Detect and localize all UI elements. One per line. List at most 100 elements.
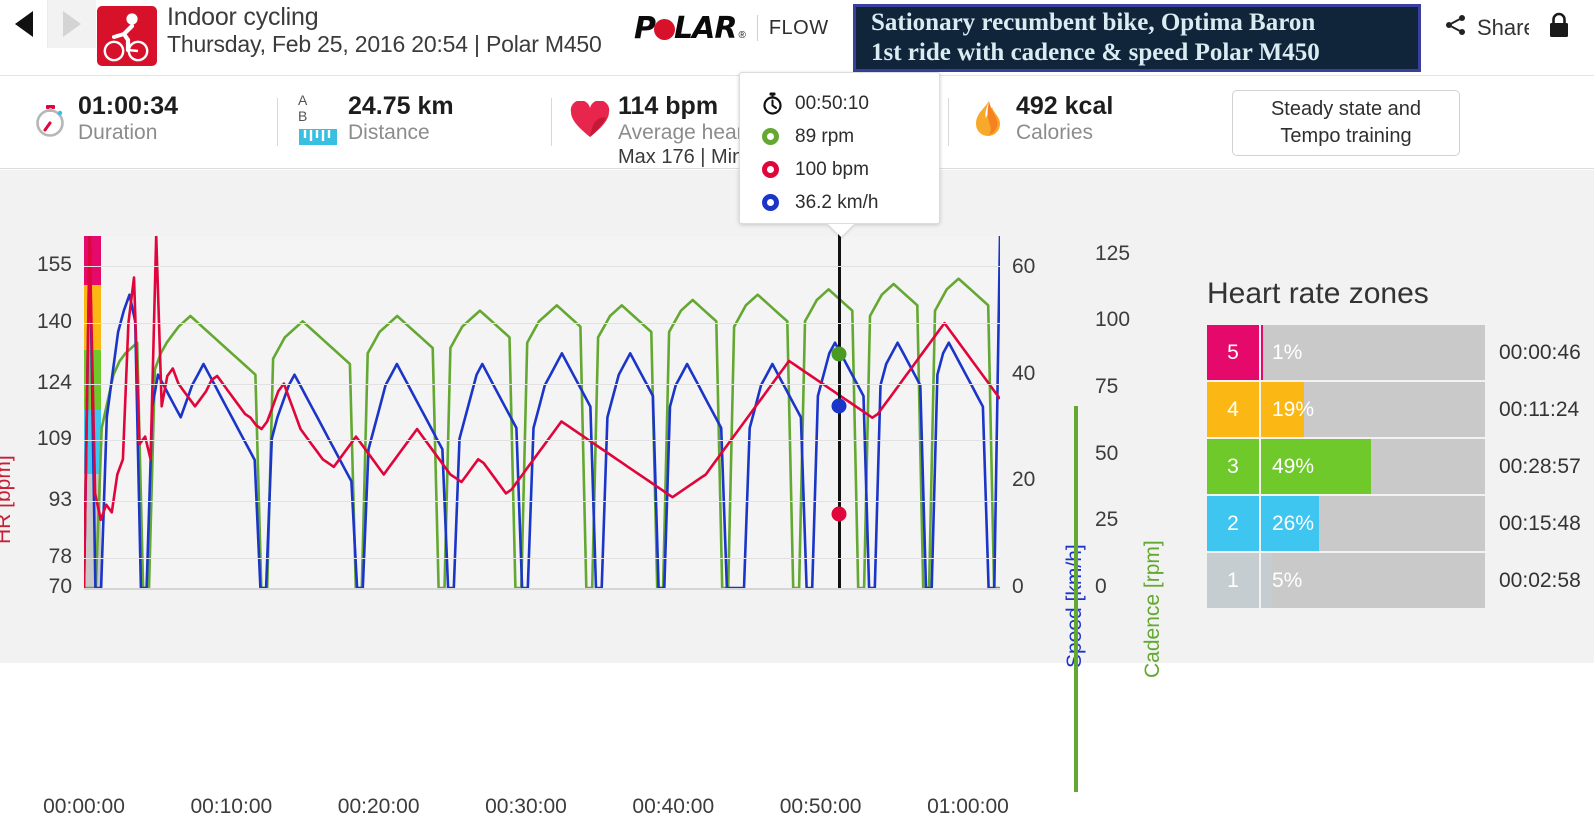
hr-axis-tick: 124 <box>36 370 72 394</box>
stat-distance: A B 24.75 km Distance <box>296 92 454 152</box>
logo-divider <box>756 15 758 41</box>
hr-ring-icon <box>762 161 790 178</box>
hr-zone-fill <box>1261 439 1371 494</box>
polar-flow-logo: P LAR ® FLOW <box>634 10 829 46</box>
tooltip-arrow-icon <box>828 224 854 237</box>
tooltip-row-cadence: 89 rpm <box>762 120 939 153</box>
gridline <box>84 557 1000 559</box>
heart-rate-value: 114 bpm <box>618 92 719 120</box>
cadence-axis-tick: 0 <box>1095 575 1107 598</box>
x-axis-tick: 01:00:00 <box>927 795 1009 818</box>
annotation-line-1: Sationary recumbent bike, Optima Baron <box>871 9 1316 36</box>
heart-icon <box>568 92 612 148</box>
chart-plot-area[interactable] <box>84 200 1000 588</box>
stat-divider <box>277 98 278 146</box>
cadence-axis-tick: 75 <box>1095 375 1119 398</box>
hr-axis-tick: 78 <box>48 544 72 568</box>
lock-icon <box>1547 12 1571 44</box>
tooltip-speed-value: 36.2 km/h <box>795 191 879 213</box>
gridline <box>84 383 1000 385</box>
speed-axis-tick: 0 <box>1012 575 1024 598</box>
cadence-axis-tick: 125 <box>1095 241 1131 265</box>
cadence-axis-title: Cadence [rpm] <box>1141 540 1164 678</box>
chart-value-tooltip: 00:50:10 89 rpm 100 bpm 36.2 km/h <box>739 72 940 237</box>
distance-ab-letters: A B <box>298 92 320 124</box>
training-benefit-line-1: Steady state and <box>1270 98 1422 120</box>
hr-zone-percent: 5% <box>1272 568 1303 592</box>
stat-calories: 492 kcal Calories <box>966 92 1113 152</box>
hr-zone-row[interactable]: 1 5% 00:02:58 <box>1207 553 1581 608</box>
hr-zone-fill <box>1261 553 1273 608</box>
flow-wordmark: FLOW <box>768 16 829 39</box>
hr-zone-time: 00:11:24 <box>1499 397 1580 421</box>
tooltip-cadence-value: 89 rpm <box>795 125 855 147</box>
hr-zone-row[interactable]: 2 26% 00:15:48 <box>1207 496 1581 551</box>
hr-zone-percent: 49% <box>1272 454 1315 478</box>
app-header: Indoor cycling Thursday, Feb 25, 2016 20… <box>0 0 1594 76</box>
zones-panel-title: Heart rate zones <box>1207 277 1429 310</box>
training-benefit-line-2: Tempo training <box>1280 125 1412 147</box>
cursor-dot-cadence <box>831 346 847 362</box>
polar-wordmark: P LAR <box>634 10 737 46</box>
hr-zone-time: 00:28:57 <box>1499 454 1581 478</box>
hr-zone-fill <box>1261 382 1304 437</box>
gridline <box>84 440 1000 442</box>
heart-rate-minmax: Max 176 | Min 81 <box>618 146 772 168</box>
next-activity-button[interactable] <box>48 0 96 48</box>
hr-zone-number: 2 <box>1207 496 1259 551</box>
duration-label: Duration <box>78 121 158 144</box>
cadence-ring-icon <box>762 128 790 145</box>
stopwatch-icon <box>28 92 72 148</box>
activity-title: Indoor cycling <box>167 3 319 31</box>
indoor-cycling-icon <box>97 6 157 66</box>
hr-zone-time: 00:15:48 <box>1499 511 1581 535</box>
hr-zone-number: 4 <box>1207 382 1259 437</box>
hr-zone-percent: 19% <box>1272 397 1315 421</box>
gridline <box>84 323 1000 325</box>
annotation-overlay: Sationary recumbent bike, Optima Baron 1… <box>853 4 1421 72</box>
ruler-icon <box>296 124 340 150</box>
flame-icon <box>966 92 1010 148</box>
x-axis-tick: 00:10:00 <box>190 795 273 818</box>
speed-axis-tick: 60 <box>1012 255 1036 278</box>
hr-zone-percent: 1% <box>1272 340 1303 364</box>
hr-zone-row[interactable]: 4 19% 00:11:24 <box>1207 382 1579 437</box>
chart-x-axis-line <box>84 588 1000 590</box>
previous-activity-button[interactable] <box>0 0 48 48</box>
training-benefit-button[interactable]: Steady state and Tempo training <box>1232 90 1460 156</box>
privacy-lock-button[interactable] <box>1529 6 1589 50</box>
chart-series-svg <box>84 236 1000 588</box>
hr-zone-track: 26% <box>1261 496 1485 551</box>
x-axis-tick: 00:50:00 <box>779 795 862 818</box>
speed-axis-tick: 20 <box>1012 468 1036 492</box>
x-axis-tick: 00:00:00 <box>43 795 125 818</box>
hr-zone-row[interactable]: 3 49% 00:28:57 <box>1207 439 1581 494</box>
x-axis-tick: 00:20:00 <box>337 795 420 818</box>
calories-label: Calories <box>1016 121 1094 144</box>
stat-divider-3 <box>948 98 949 146</box>
tooltip-row-time: 00:50:10 <box>762 87 939 120</box>
hr-zone-track: 1% <box>1261 325 1485 380</box>
stopwatch-icon <box>762 92 790 115</box>
hr-zone-percent: 26% <box>1272 511 1315 535</box>
share-label: Share <box>1477 15 1536 40</box>
stat-duration: 01:00:34 Duration <box>28 92 178 152</box>
registered-mark: ® <box>738 30 746 41</box>
hr-zone-track: 19% <box>1261 382 1485 437</box>
triangle-right-icon <box>63 11 81 37</box>
distance-value: 24.75 km <box>348 92 454 120</box>
cadence-axis-tick: 100 <box>1095 308 1131 332</box>
hr-axis-tick: 93 <box>48 487 72 511</box>
zones-list: 5 1% 00:00:46 4 19% 00:11:24 3 49% 00:28:57 2 26% 0… <box>1207 325 1581 610</box>
calories-value: 492 kcal <box>1016 92 1114 120</box>
chart-cursor-line <box>838 200 841 588</box>
triangle-left-icon <box>14 11 33 37</box>
activity-subtitle: Thursday, Feb 25, 2016 20:54 | Polar M45… <box>167 31 602 57</box>
x-axis-tick: 00:40:00 <box>632 795 715 818</box>
heart-rate-zones-panel: Heart rate zones 5 1% 00:00:46 4 19% 00:11:24… <box>1180 170 1594 663</box>
hr-zone-time: 00:02:58 <box>1499 568 1581 592</box>
hr-axis-tick: 70 <box>48 575 72 598</box>
speed-line <box>84 236 1000 588</box>
hr-zone-row[interactable]: 5 1% 00:00:46 <box>1207 325 1581 380</box>
